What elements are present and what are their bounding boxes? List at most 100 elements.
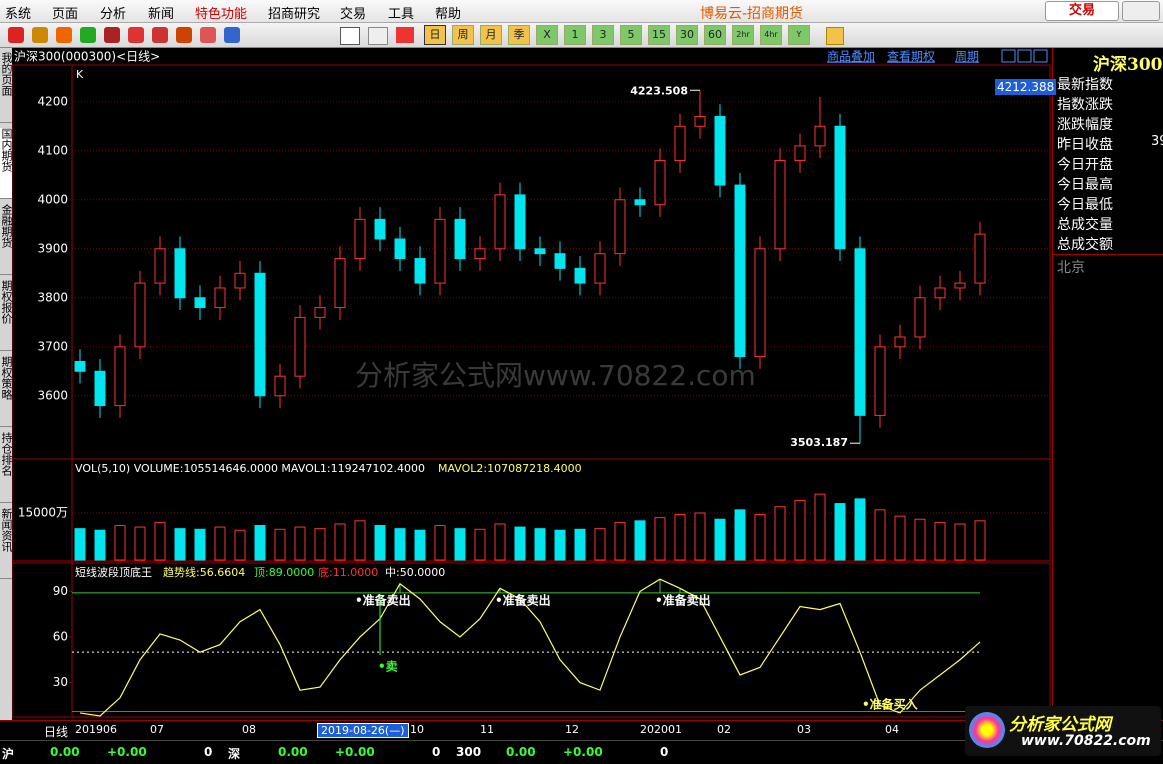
tool-icon[interactable] xyxy=(80,27,96,43)
toolbar: 日周月季 X 1 3 5 15 30 60 2hr 4hr Y xyxy=(0,23,1163,48)
volume-bar xyxy=(134,526,146,561)
period-button[interactable]: 日 xyxy=(424,25,446,45)
period-button[interactable]: 月 xyxy=(480,25,502,45)
menu-item[interactable]: 页面 xyxy=(52,7,79,22)
status-item: +0.00 xyxy=(335,745,375,759)
signal-label: •卖 xyxy=(378,659,398,674)
quote-partial: 39 xyxy=(1151,134,1163,149)
logo-url: www.70822.com xyxy=(1021,733,1151,749)
candle-body xyxy=(434,218,446,284)
date-label: 02 xyxy=(717,723,731,736)
candle-body xyxy=(274,375,286,397)
period-button[interactable]: X xyxy=(536,25,558,45)
tool-icon[interactable] xyxy=(340,27,360,45)
tool-icon[interactable] xyxy=(200,27,216,43)
tool-icon[interactable] xyxy=(396,27,414,43)
date-label: 11 xyxy=(480,723,494,736)
date-label: 07 xyxy=(150,723,164,736)
menu-item[interactable]: 系统 xyxy=(5,7,32,22)
indicator-legend: 中:50.0000 xyxy=(385,566,445,579)
panel-border xyxy=(11,458,1051,562)
y-tick-label: 3900 xyxy=(37,241,68,255)
period-button[interactable]: 1 xyxy=(564,25,586,45)
tool-icon[interactable] xyxy=(368,27,388,45)
indicator-legend: 趋势线:56.6604 xyxy=(163,565,245,579)
trade-button[interactable]: 交易 xyxy=(1045,1,1119,21)
side-tab[interactable]: 国内期货 xyxy=(0,128,12,199)
volume-bar xyxy=(814,493,826,561)
candle-body xyxy=(814,125,826,147)
menu-item[interactable]: 新闻 xyxy=(148,7,175,22)
period-button[interactable]: Y xyxy=(788,25,810,45)
candle-body xyxy=(74,360,86,372)
menu-item[interactable]: 帮助 xyxy=(435,7,462,22)
volume-title: MAVOL2:107087218.4000 xyxy=(438,462,582,475)
quote-field: 总成交额 xyxy=(1057,237,1113,253)
period-button[interactable]: 2hr xyxy=(732,25,754,45)
quote-field: 昨日收盘 xyxy=(1057,137,1113,153)
period-button[interactable]: 4hr xyxy=(760,25,782,45)
volume-bar xyxy=(294,526,306,561)
status-item: 0.00 xyxy=(506,745,536,759)
tool-icon[interactable] xyxy=(826,27,844,45)
candle-body xyxy=(314,307,326,318)
side-tabs: 我的页面国内期货金融期货期权报价期权策略持仓排名新闻资讯 xyxy=(0,48,12,740)
period-button[interactable]: 30 xyxy=(676,25,698,45)
candle-body xyxy=(914,297,926,338)
header-icon xyxy=(1017,49,1032,63)
volume-bar xyxy=(114,525,126,561)
volume-bar xyxy=(374,525,386,561)
tool-icon[interactable] xyxy=(176,27,192,43)
candle-body xyxy=(294,316,306,377)
period-button[interactable]: 季 xyxy=(508,25,530,45)
period-button[interactable]: 60 xyxy=(704,25,726,45)
side-tab[interactable]: 期权报价 xyxy=(0,280,12,351)
tool-icon[interactable] xyxy=(152,27,168,43)
tool-icon[interactable] xyxy=(56,27,72,43)
header-link: 商品叠加 xyxy=(827,49,875,64)
window-button[interactable] xyxy=(1122,1,1160,21)
status-item: 0.00 xyxy=(50,745,80,759)
candle-body xyxy=(834,125,846,250)
side-tab[interactable]: 新闻资讯 xyxy=(0,508,12,579)
candle-body xyxy=(894,336,906,348)
volume-bar xyxy=(334,523,346,561)
side-tab[interactable]: 金融期货 xyxy=(0,204,12,275)
tool-icon[interactable] xyxy=(8,27,24,43)
side-tab[interactable]: 期权策略 xyxy=(0,356,12,427)
menu-item[interactable]: 特色功能 xyxy=(195,7,248,22)
menu-item[interactable]: 分析 xyxy=(100,7,127,22)
menu-item[interactable]: 工具 xyxy=(388,7,415,22)
volume-bar xyxy=(234,529,246,561)
tool-icon[interactable] xyxy=(32,27,48,43)
candle-body xyxy=(734,184,746,358)
period-button[interactable]: 5 xyxy=(620,25,642,45)
date-label: 12 xyxy=(565,723,579,736)
volume-bar xyxy=(474,528,486,561)
period-button[interactable]: 15 xyxy=(648,25,670,45)
quote-field: 最新指数 xyxy=(1057,77,1113,93)
status-item: 0 xyxy=(660,745,669,759)
period-button[interactable]: 3 xyxy=(592,25,614,45)
volume-bar xyxy=(754,514,766,561)
candle-body xyxy=(674,125,686,162)
status-item: 0 xyxy=(432,745,441,759)
y-tick-label: 3800 xyxy=(37,290,68,304)
menu-item[interactable]: 交易 xyxy=(340,7,367,22)
side-tab[interactable]: 我的页面 xyxy=(0,52,12,123)
volume-bar xyxy=(874,509,886,561)
chart-label: K xyxy=(76,68,84,81)
candle-body xyxy=(614,199,626,255)
panel-border xyxy=(11,562,1051,718)
tool-icon[interactable] xyxy=(104,27,120,43)
volume-bar xyxy=(174,528,186,561)
tool-icon[interactable] xyxy=(128,27,144,43)
candle-body xyxy=(494,194,506,250)
candle-body xyxy=(374,218,386,240)
candle-body xyxy=(174,248,186,299)
indicator-line xyxy=(79,578,981,717)
side-tab[interactable]: 持仓排名 xyxy=(0,432,12,503)
menu-item[interactable]: 招商研究 xyxy=(268,7,321,22)
period-button[interactable]: 周 xyxy=(452,25,474,45)
tool-icon[interactable] xyxy=(224,27,240,43)
